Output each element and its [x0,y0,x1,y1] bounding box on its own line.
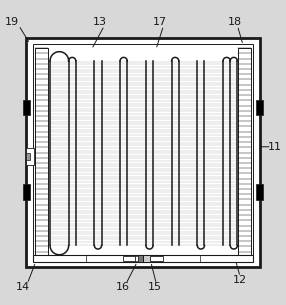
Text: 16: 16 [116,282,130,292]
Bar [33,44,253,260]
Bar [23,184,30,200]
Bar [135,255,151,262]
Bar [256,100,263,115]
Bar [33,256,253,262]
Text: 18: 18 [227,17,242,27]
Bar [35,48,48,257]
Bar [26,148,34,165]
Bar [135,256,138,261]
Text: 17: 17 [153,17,167,27]
Bar [138,256,143,262]
Bar [26,153,30,160]
Text: 19: 19 [4,17,19,27]
Bar [238,48,251,257]
Text: 14: 14 [16,282,30,292]
Bar [256,184,263,200]
Text: 11: 11 [268,142,281,152]
Text: 13: 13 [93,17,107,27]
Bar [23,100,30,115]
Bar [123,256,136,261]
Bar [26,38,260,267]
Bar [150,256,163,261]
Text: 12: 12 [233,275,247,285]
Text: 15: 15 [148,282,161,292]
